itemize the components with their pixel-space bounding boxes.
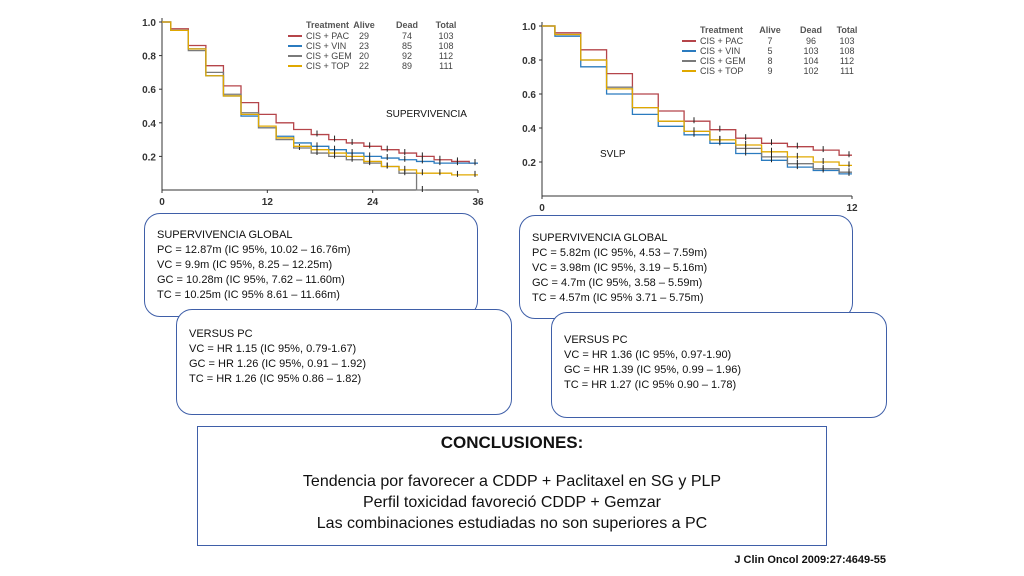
y-tick-label: 0.2 bbox=[522, 158, 536, 169]
sg-versus-box: VERSUS PC VC = HR 1.15 (IC 95%, 0.79-1.6… bbox=[176, 309, 512, 415]
x-tick-label: 24 bbox=[367, 197, 379, 208]
pfs-chart: 0.2 0.4 0.6 0.8 1.0 0 12 Treatment Alive Dead Tota… bbox=[522, 22, 858, 214]
sg-box: SUPERVIVENCIA GLOBAL PC = 12.87m (IC 95%… bbox=[144, 213, 478, 317]
legend-total: 111 bbox=[439, 61, 453, 71]
pfs-box: SUPERVIVENCIA GLOBAL PC = 5.82m (IC 95%,… bbox=[519, 215, 853, 319]
y-tick-label: 0.2 bbox=[142, 152, 156, 163]
chart-title: SVLP bbox=[600, 149, 626, 160]
legend-alive: 7 bbox=[767, 36, 772, 46]
legend-dead: 103 bbox=[803, 46, 818, 56]
pfs-versus-box: VERSUS PC VC = HR 1.36 (IC 95%, 0.97-1.9… bbox=[551, 312, 887, 418]
sg-line: TC = 10.25m (IC 95% 8.61 – 11.66m) bbox=[157, 289, 340, 301]
y-tick-label: 0.8 bbox=[142, 52, 156, 63]
sg-line: PC = 12.87m (IC 95%, 10.02 – 16.76m) bbox=[157, 244, 351, 256]
legend-dead: 92 bbox=[402, 51, 412, 61]
y-tick-label: 1.0 bbox=[522, 22, 536, 33]
y-tick-label: 0.4 bbox=[522, 124, 536, 135]
legend-alive: 29 bbox=[359, 31, 369, 41]
pfs-line: VC = 3.98m (IC 95%, 3.19 – 5.16m) bbox=[532, 262, 708, 274]
y-tick-label: 0.4 bbox=[142, 119, 156, 130]
sg-line: GC = 10.28m (IC 95%, 7.62 – 11.60m) bbox=[157, 274, 345, 286]
legend-header: Total bbox=[436, 20, 457, 30]
legend-dead: 96 bbox=[806, 36, 816, 46]
legend-dead: 74 bbox=[402, 31, 412, 41]
x-tick-label: 12 bbox=[262, 197, 274, 208]
legend-label: CIS + PAC bbox=[700, 36, 744, 46]
legend-label: CIS + TOP bbox=[700, 66, 743, 76]
legend-label: CIS + GEM bbox=[306, 51, 352, 61]
series-line bbox=[162, 21, 426, 191]
conclusions-box: CONCLUSIONES: Tendencia por favorecer a … bbox=[197, 426, 827, 546]
legend-alive: 5 bbox=[767, 46, 772, 56]
legend-alive: 20 bbox=[359, 51, 369, 61]
legend-header: Dead bbox=[396, 20, 418, 30]
legend-alive: 23 bbox=[359, 41, 369, 51]
sg-versus-line: GC = HR 1.26 (IC 95%, 0.91 – 1.92) bbox=[189, 358, 367, 370]
sg-heading: SUPERVIVENCIA GLOBAL bbox=[157, 229, 293, 241]
series-line bbox=[162, 21, 478, 164]
x-tick-label: 0 bbox=[539, 203, 545, 214]
legend-total: 103 bbox=[438, 31, 453, 41]
pfs-line: TC = 4.57m (IC 95% 3.71 – 5.75m) bbox=[532, 292, 704, 304]
legend-total: 108 bbox=[438, 41, 453, 51]
legend-label: CIS + VIN bbox=[306, 41, 346, 51]
x-tick-label: 0 bbox=[159, 197, 165, 208]
legend-label: CIS + VIN bbox=[700, 46, 740, 56]
pfs-versus-line: GC = HR 1.39 (IC 95%, 0.99 – 1.96) bbox=[564, 364, 742, 376]
legend-header: Treatment bbox=[700, 25, 743, 35]
sg-versus-line: VC = HR 1.15 (IC 95%, 0.79-1.67) bbox=[189, 343, 357, 355]
x-tick-label: 36 bbox=[472, 197, 484, 208]
legend-header: Alive bbox=[353, 20, 375, 30]
source-citation: J Clin Oncol 2009:27:4649-55 bbox=[734, 554, 886, 566]
series-line bbox=[162, 21, 478, 176]
chart-title: SUPERVIVENCIA bbox=[386, 109, 467, 120]
legend-alive: 22 bbox=[359, 61, 369, 71]
y-tick-label: 0.8 bbox=[522, 56, 536, 67]
legend-dead: 89 bbox=[402, 61, 412, 71]
conclusion-line: Perfil toxicidad favoreció CDDP + Gemzar bbox=[362, 494, 662, 511]
series-line bbox=[542, 25, 852, 156]
legend-total: 108 bbox=[839, 46, 854, 56]
legend-dead: 85 bbox=[402, 41, 412, 51]
conclusions-title: CONCLUSIONES: bbox=[440, 433, 584, 452]
pfs-versus-line: VC = HR 1.36 (IC 95%, 0.97-1.90) bbox=[564, 349, 732, 361]
y-tick-label: 0.6 bbox=[142, 85, 156, 96]
pfs-heading: SUPERVIVENCIA GLOBAL bbox=[532, 232, 668, 244]
legend-total: 111 bbox=[840, 66, 854, 76]
sg-versus-line: TC = HR 1.26 (IC 95% 0.86 – 1.82) bbox=[189, 373, 362, 385]
legend-alive: 9 bbox=[767, 66, 772, 76]
pfs-versus-line: TC = HR 1.27 (IC 95% 0.90 – 1.78) bbox=[564, 379, 737, 391]
sg-line: VC = 9.9m (IC 95%, 8.25 – 12.25m) bbox=[157, 259, 333, 271]
legend-label: CIS + TOP bbox=[306, 61, 349, 71]
sg-versus-heading: VERSUS PC bbox=[189, 328, 253, 340]
y-tick-label: 0.6 bbox=[522, 90, 536, 101]
series-line bbox=[542, 25, 852, 175]
legend-header: Treatment bbox=[306, 20, 349, 30]
legend-label: CIS + PAC bbox=[306, 31, 350, 41]
pfs-line: GC = 4.7m (IC 95%, 3.58 – 5.59m) bbox=[532, 277, 703, 289]
pfs-line: PC = 5.82m (IC 95%, 4.53 – 7.59m) bbox=[532, 247, 708, 259]
conclusion-line: Tendencia por favorecer a CDDP + Paclita… bbox=[302, 473, 722, 490]
legend-total: 112 bbox=[840, 56, 854, 66]
x-tick-label: 12 bbox=[846, 203, 858, 214]
legend-label: CIS + GEM bbox=[700, 56, 746, 66]
survival-chart: 0.2 0.4 0.6 0.8 1.0 0 12 24 36 Treatment Alive Dead… bbox=[142, 18, 484, 208]
y-tick-label: 1.0 bbox=[142, 18, 156, 29]
legend-dead: 102 bbox=[803, 66, 818, 76]
legend-header: Alive bbox=[759, 25, 781, 35]
legend-dead: 104 bbox=[803, 56, 818, 66]
legend-header: Total bbox=[837, 25, 858, 35]
conclusion-line: Las combinaciones estudiadas no son supe… bbox=[316, 515, 708, 532]
pfs-versus-heading: VERSUS PC bbox=[564, 334, 628, 346]
legend-header: Dead bbox=[800, 25, 822, 35]
legend-alive: 8 bbox=[767, 56, 772, 66]
legend-total: 103 bbox=[839, 36, 854, 46]
legend-total: 112 bbox=[439, 51, 453, 61]
series-line bbox=[542, 25, 852, 167]
